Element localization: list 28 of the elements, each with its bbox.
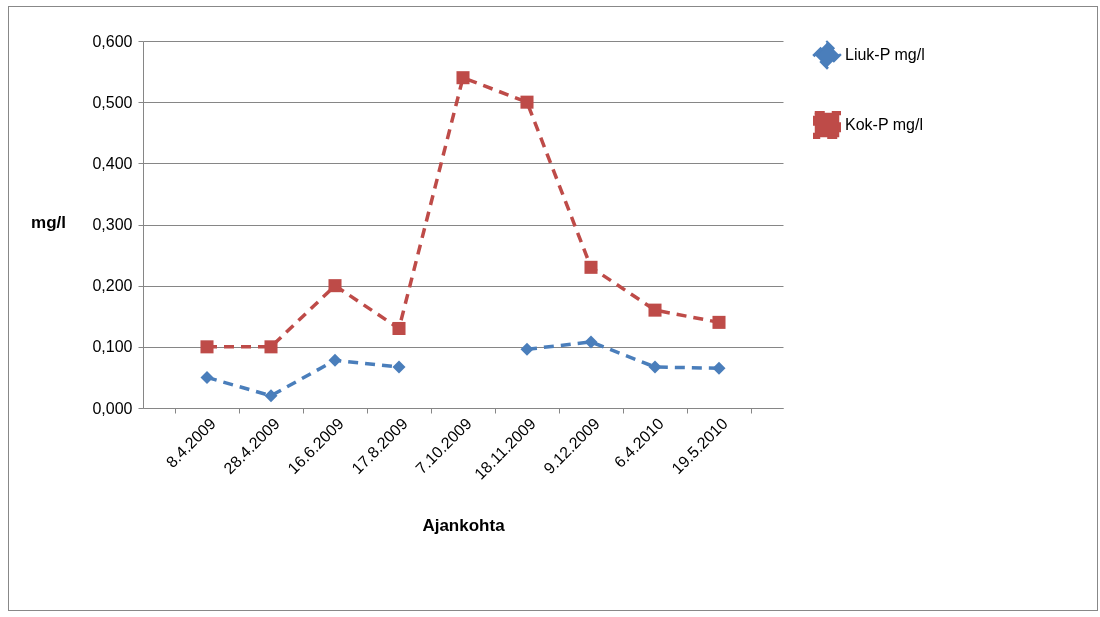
point xyxy=(584,260,598,274)
y-tick-label: 0,000 xyxy=(92,399,133,417)
point xyxy=(264,340,278,354)
x-axis-title: Ajankohta xyxy=(422,515,506,535)
y-tick-label: 0,300 xyxy=(92,216,133,233)
point xyxy=(456,71,470,85)
point xyxy=(584,335,598,349)
point xyxy=(520,342,534,356)
point xyxy=(264,389,278,403)
point xyxy=(648,303,662,317)
point xyxy=(392,321,406,335)
y-tick-label: 0,600 xyxy=(92,32,133,50)
point xyxy=(712,315,726,329)
point xyxy=(328,353,342,367)
y-tick-label: 0,400 xyxy=(92,154,133,172)
point xyxy=(200,340,214,354)
point xyxy=(648,360,662,374)
point xyxy=(520,95,534,109)
legend-label: Liuk-P mg/l xyxy=(845,46,925,63)
point xyxy=(328,279,342,293)
y-tick-label: 0,100 xyxy=(92,338,133,356)
y-tick-label: 0,500 xyxy=(92,93,133,111)
y-tick-label: 0,200 xyxy=(92,277,133,295)
point xyxy=(712,361,726,375)
point xyxy=(392,360,406,374)
point xyxy=(200,370,214,384)
legend-label: Kok-P mg/l xyxy=(845,116,923,133)
y-axis-title: mg/l xyxy=(31,212,66,232)
